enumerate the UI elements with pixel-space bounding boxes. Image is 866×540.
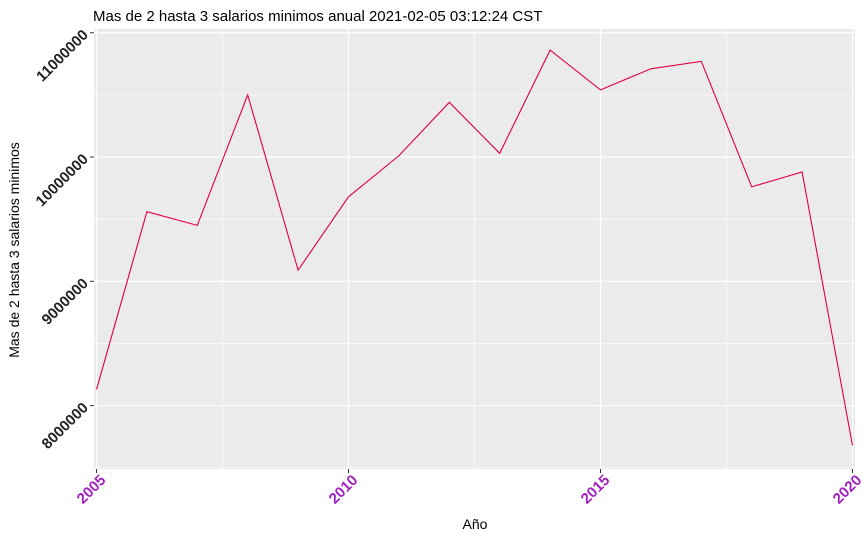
y-tick-label: 11000000 — [33, 27, 92, 86]
x-tick-label: 2005 — [74, 472, 110, 508]
series-line-0 — [95, 49, 854, 446]
major-gridlines — [94, 29, 855, 469]
x-axis-ticks: 2005 2010 2015 2020 — [74, 469, 866, 508]
x-tick-label: 2020 — [830, 472, 866, 508]
chart-title: Mas de 2 hasta 3 salarios minimos anual … — [93, 8, 542, 25]
series-group — [95, 49, 854, 446]
minor-gridlines — [94, 29, 855, 469]
x-axis-title: Año — [463, 516, 488, 532]
y-axis-ticks: 8000000 9000000 10000000 11000000 — [33, 27, 94, 453]
y-axis-title: Mas de 2 hasta 3 salarios minimos — [6, 142, 22, 358]
y-tick-label: 10000000 — [33, 151, 92, 210]
y-tick-label: 8000000 — [39, 399, 92, 452]
x-tick-label: 2010 — [326, 472, 362, 508]
x-tick-label: 2015 — [578, 472, 614, 508]
y-tick-label: 9000000 — [39, 275, 92, 328]
